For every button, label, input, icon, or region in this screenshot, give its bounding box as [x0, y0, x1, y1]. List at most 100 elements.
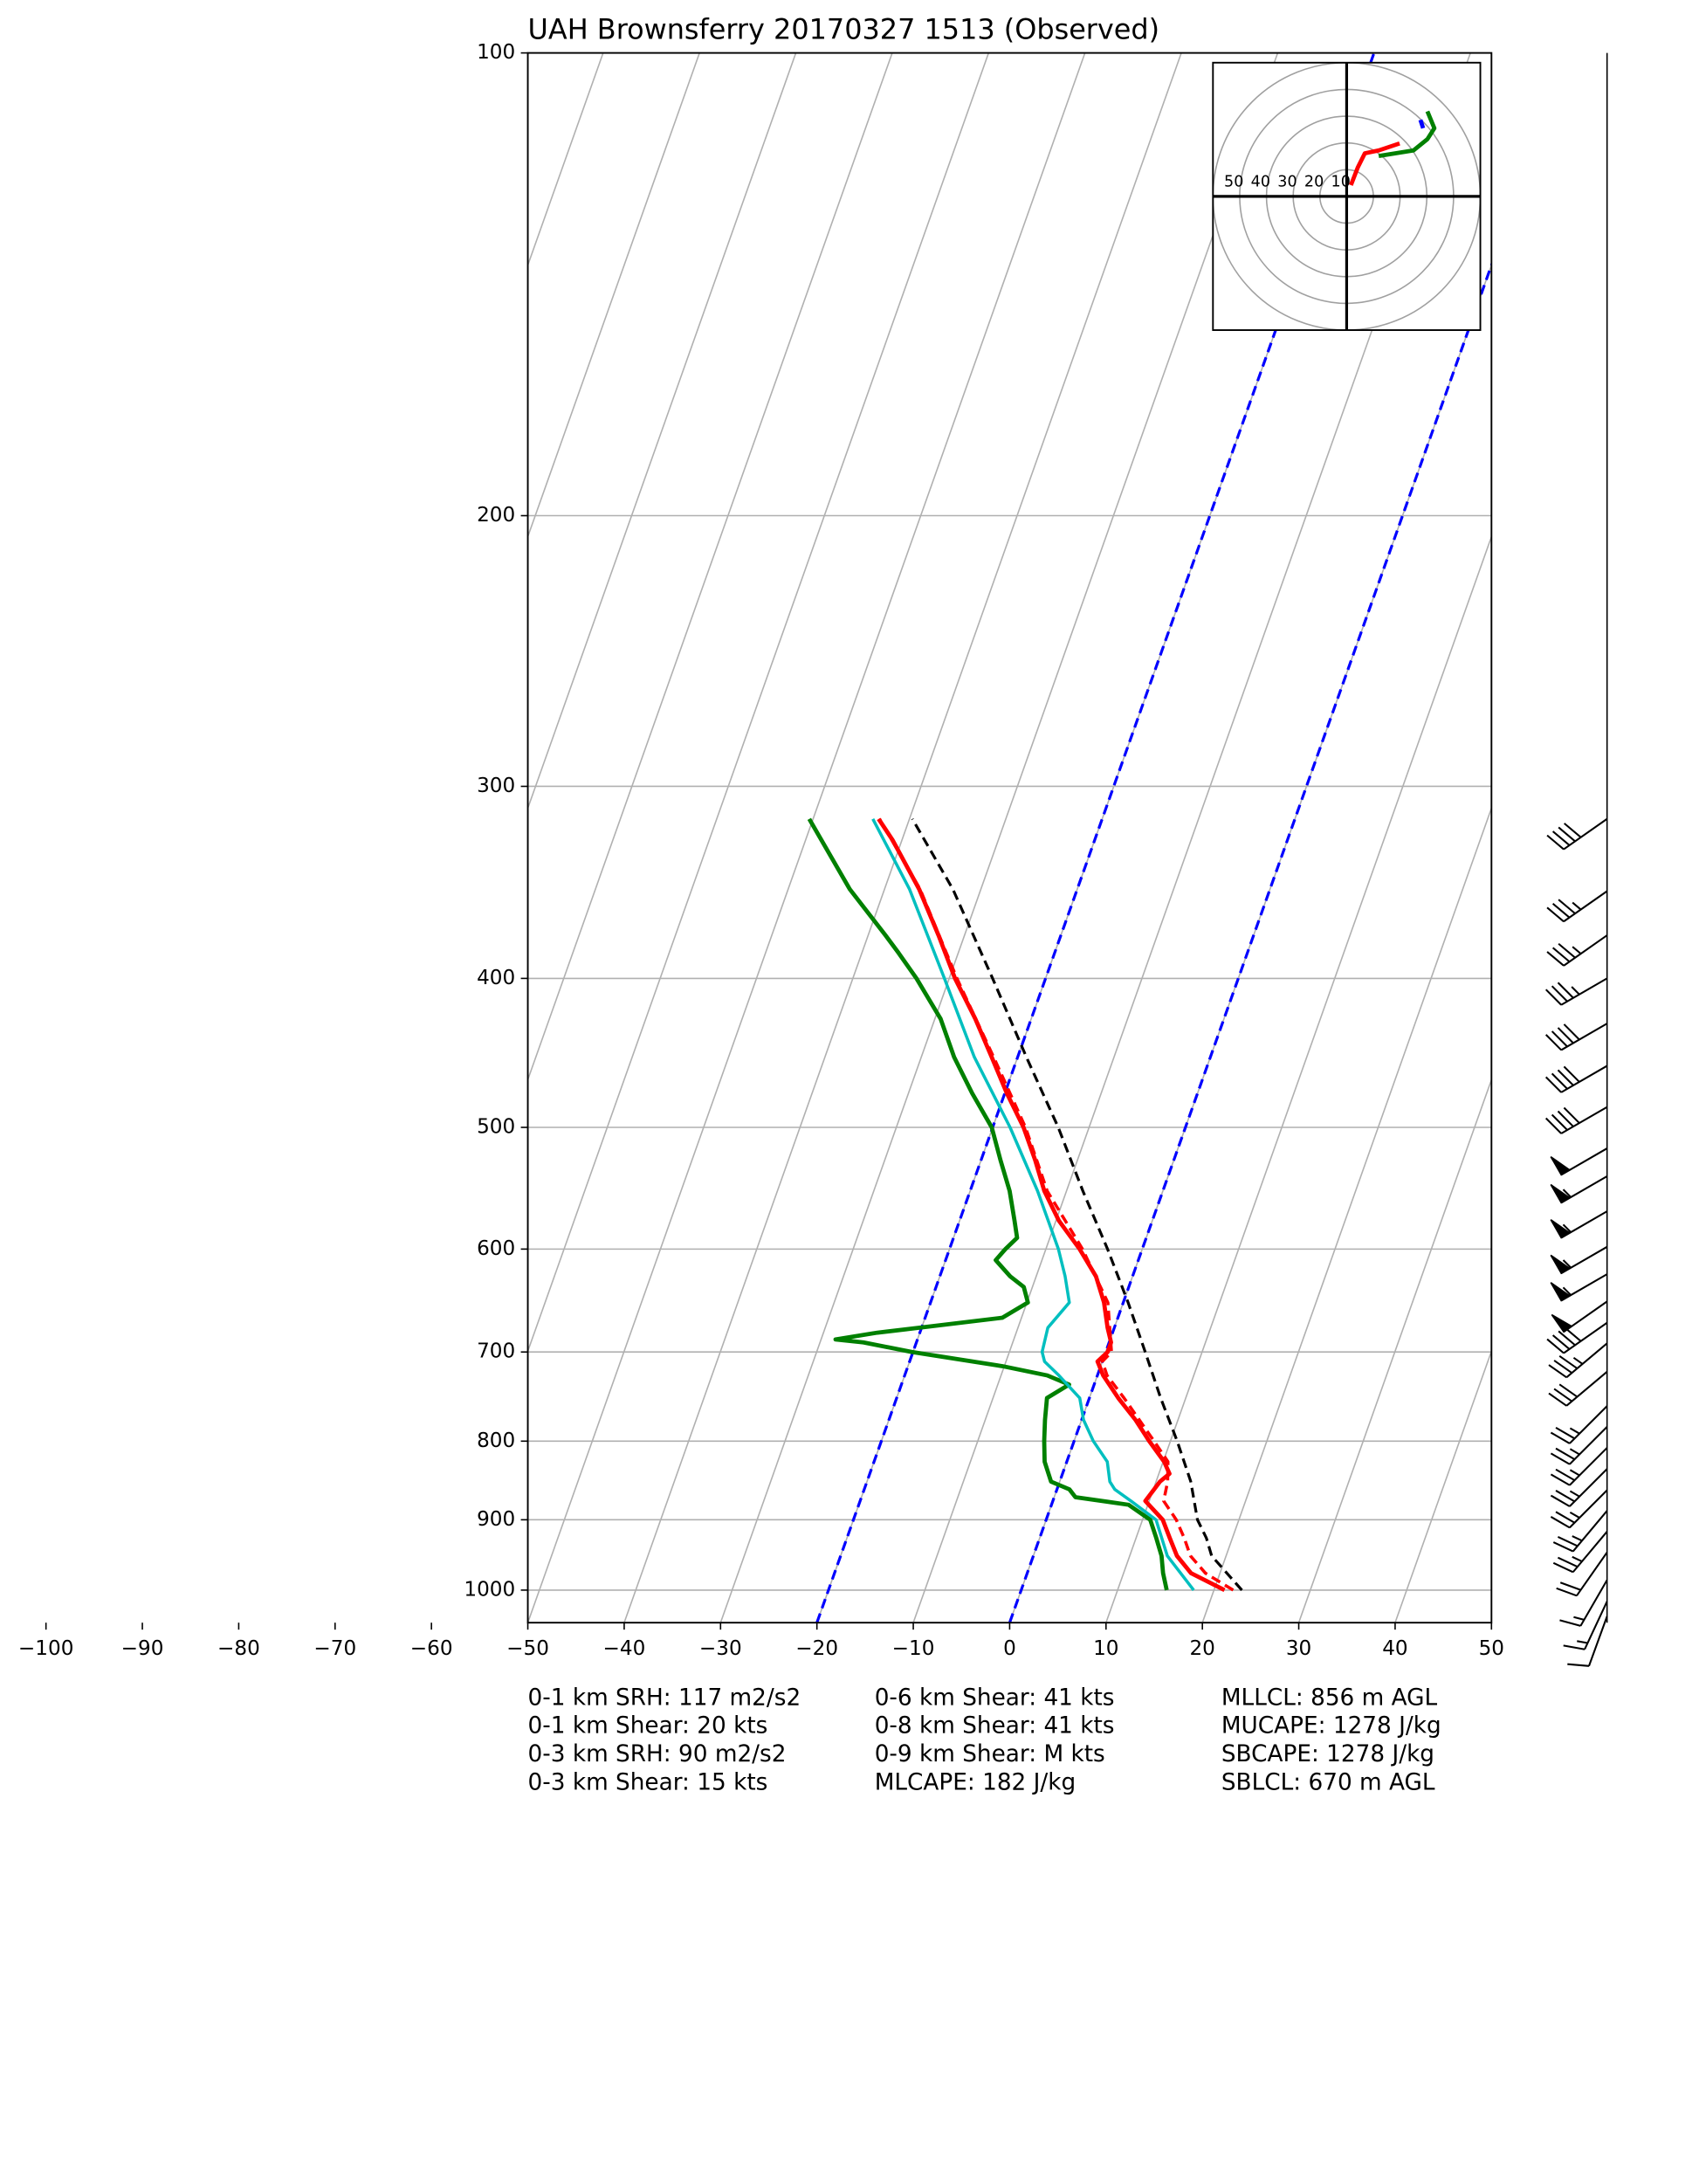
- profile-line: [871, 817, 1195, 1591]
- stat-line: 0-8 km Shear: 41 kts: [875, 1713, 1115, 1740]
- stat-line: MLLCL: 856 m AGL: [1221, 1685, 1438, 1711]
- barb-staff: [1546, 934, 1608, 967]
- x-tick-label: −40: [603, 1637, 646, 1660]
- hodograph-plot: [1213, 62, 1481, 331]
- hodograph-frame: [1212, 61, 1482, 331]
- hodograph-ring-label: 20: [1304, 174, 1324, 191]
- hodograph-ring-label: 30: [1277, 174, 1297, 191]
- isotherm: [1297, 1077, 1492, 1623]
- isotherm: [1490, 1620, 1492, 1623]
- barb-flag: [1550, 1156, 1572, 1176]
- stats: 0-1 km SRH: 117 m2/s20-1 km Shear: 20 kt…: [528, 1685, 1441, 1795]
- y-tick-label: 900: [477, 1508, 515, 1531]
- barb-staff: [1544, 1023, 1608, 1051]
- x-tick-label: 0: [1003, 1637, 1016, 1660]
- wind-barb: [1550, 1175, 1608, 1204]
- x-tick-label: −30: [699, 1637, 742, 1660]
- hodograph-trace: [1349, 141, 1400, 186]
- x-tick-label: −70: [313, 1637, 356, 1660]
- hodograph-trace: [1378, 110, 1437, 159]
- isotherm: [527, 52, 604, 268]
- barb-staff: [1552, 1510, 1608, 1553]
- isotherm: [527, 52, 1086, 1623]
- stat-line: 0-9 km Shear: M kts: [875, 1741, 1105, 1767]
- profile-line: [911, 817, 1243, 1591]
- wind-barb: [1544, 1106, 1608, 1134]
- isotherm: [1201, 806, 1492, 1623]
- y-tick-label: 100: [477, 41, 515, 64]
- profile-line: [877, 817, 1235, 1592]
- wind-barb: [1559, 1579, 1608, 1627]
- hodograph: 10 20 30 40 50: [1212, 61, 1482, 331]
- wind-barb: [1548, 1342, 1608, 1379]
- hodograph-ring-label: 40: [1251, 174, 1270, 191]
- barb-staff: [1556, 1552, 1608, 1597]
- x-tick-label: 50: [1479, 1637, 1504, 1660]
- wind-barb: [1567, 1616, 1608, 1667]
- stat-line: 0-1 km Shear: 20 kts: [528, 1713, 768, 1740]
- wind-barb: [1552, 1510, 1608, 1553]
- x-tick-label: 30: [1286, 1637, 1311, 1660]
- x-tick-label: 10: [1093, 1637, 1118, 1660]
- hodograph-trace: [1418, 119, 1426, 129]
- x-tick-label: −90: [121, 1637, 164, 1660]
- y-tick-label: 600: [477, 1237, 515, 1260]
- stat-line: 0-1 km SRH: 117 m2/s2: [528, 1685, 801, 1711]
- barb-staff: [1544, 1106, 1608, 1134]
- x-tick-label: −20: [795, 1637, 838, 1660]
- wind-barb: [1546, 934, 1608, 967]
- profile-line: [877, 817, 1226, 1593]
- barb-flag: [1550, 1219, 1572, 1239]
- y-tick-label: 200: [477, 504, 515, 527]
- stat-line: 0-3 km Shear: 15 kts: [528, 1769, 768, 1795]
- barb-staff: [1567, 1616, 1608, 1667]
- x-tick-label: −100: [18, 1637, 73, 1660]
- barb-flag: [1550, 1254, 1572, 1275]
- barb-staff: [1548, 1371, 1608, 1407]
- wind-barb: [1550, 1405, 1608, 1444]
- isotherm: [1105, 534, 1492, 1623]
- y-tick-label: 1000: [464, 1578, 515, 1601]
- isotherm: [527, 52, 990, 1354]
- wind-barb: [1550, 1468, 1608, 1507]
- y-tick-label: 300: [477, 775, 515, 797]
- x-tick-label: 20: [1189, 1637, 1214, 1660]
- isotherm: [623, 52, 1182, 1623]
- x-tick-label: 40: [1382, 1637, 1407, 1660]
- hodograph-ring-label: 50: [1224, 174, 1243, 191]
- isotherm: [527, 52, 797, 810]
- x-tick-label: −50: [506, 1637, 549, 1660]
- hodograph-ring-label: 10: [1331, 174, 1351, 191]
- barb-flag: [1550, 1282, 1572, 1302]
- isotherm: [527, 52, 700, 539]
- wind-barb: [1550, 1147, 1608, 1176]
- profiles: [807, 817, 1243, 1593]
- wind-barb: [1544, 977, 1608, 1006]
- y-tick-label: 800: [477, 1430, 515, 1452]
- isotherm: [1394, 1348, 1492, 1623]
- wind-barb: [1546, 890, 1608, 923]
- barb-staff: [1563, 1601, 1608, 1650]
- wind-barb: [1550, 1210, 1608, 1239]
- barb-staff: [1544, 977, 1608, 1006]
- barb-staff: [1546, 1321, 1608, 1354]
- wind-barb: [1544, 1023, 1608, 1051]
- isotherm: [527, 52, 893, 1082]
- isotherm: [719, 52, 1279, 1623]
- wind-barb: [1550, 1447, 1608, 1486]
- stat-line: 0-6 km Shear: 41 kts: [875, 1685, 1115, 1711]
- x-tick-label: −60: [410, 1637, 453, 1660]
- barb-staff: [1548, 1342, 1608, 1379]
- stat-line: MLCAPE: 182 J/kg: [875, 1769, 1076, 1795]
- barb-staff: [1559, 1579, 1608, 1627]
- stat-line: SBCAPE: 1278 J/kg: [1221, 1741, 1434, 1767]
- wind-barb: [1550, 1426, 1608, 1465]
- y-tick-label: 500: [477, 1116, 515, 1139]
- wind-barb: [1551, 1300, 1608, 1333]
- wind-barb: [1550, 1273, 1608, 1302]
- barb-staff: [1546, 890, 1608, 923]
- wind-barb: [1550, 1489, 1608, 1529]
